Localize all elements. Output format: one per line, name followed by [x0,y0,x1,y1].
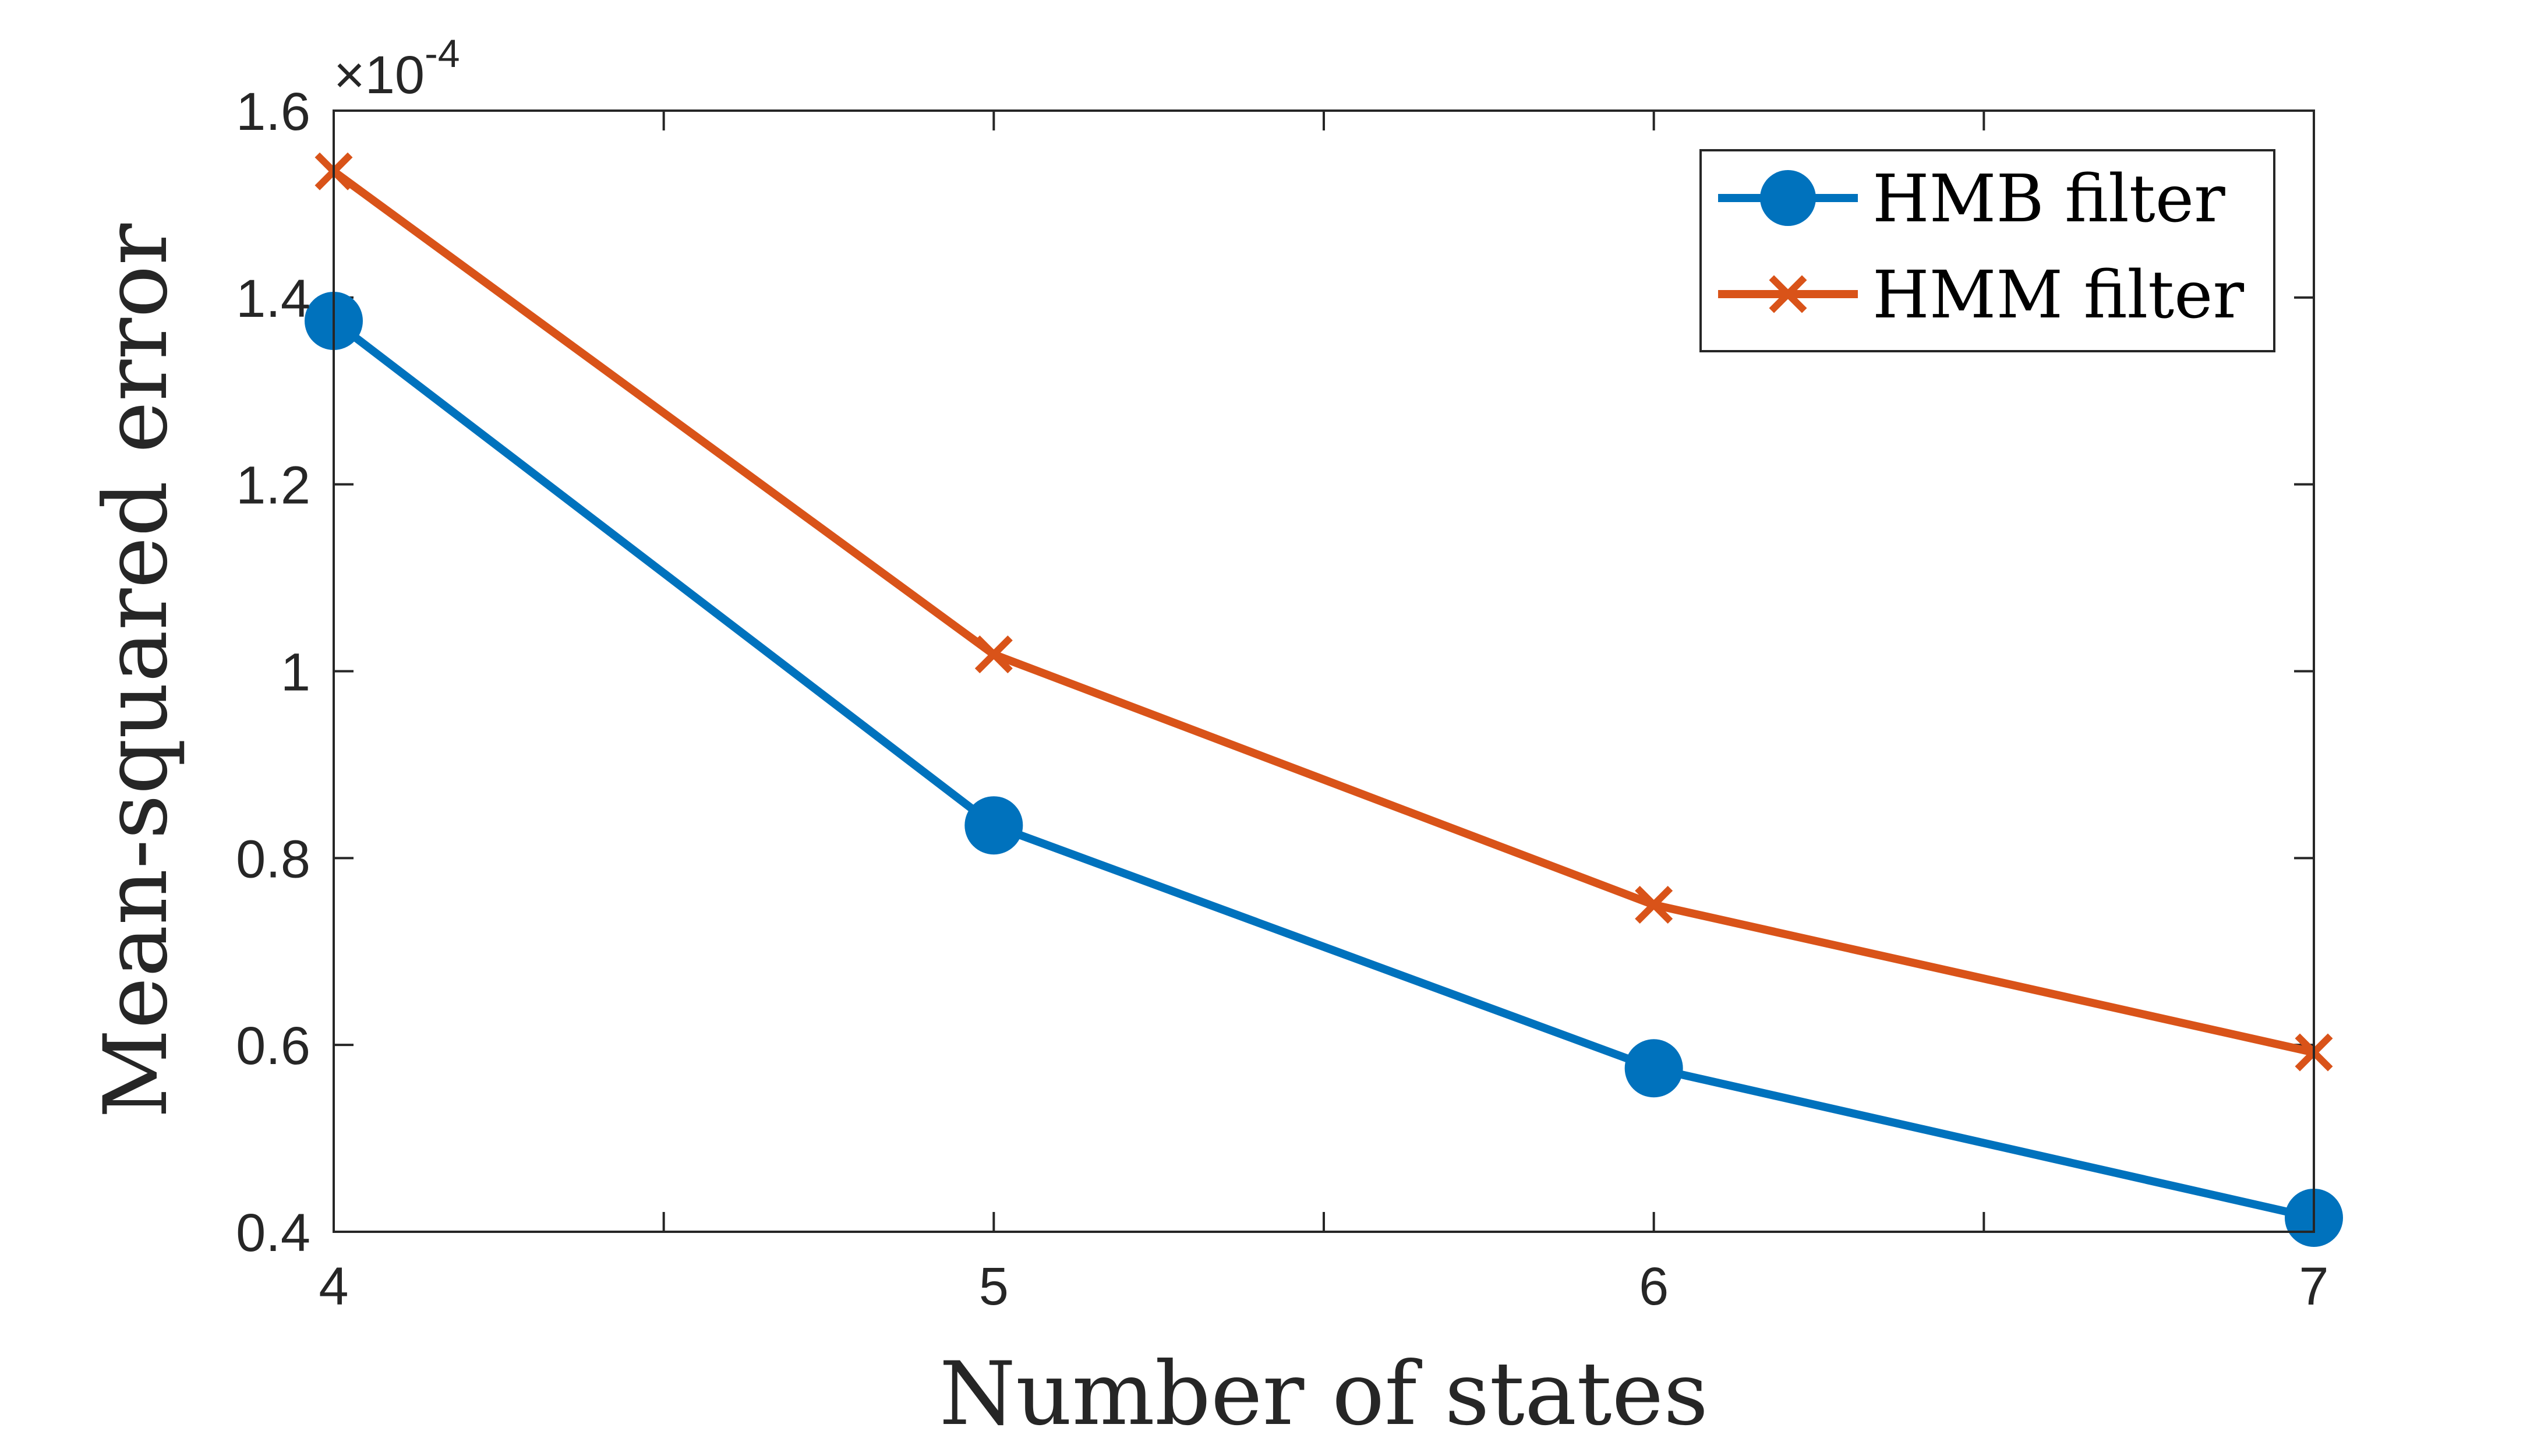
y-tick-label: 1.2 [236,456,310,515]
series-line-hmb [331,317,2315,1222]
series-line-hmm [331,168,2315,1056]
y-axis-title: Mean-squared error [86,223,187,1118]
x-axis-title: Number of states [939,1344,1708,1445]
data-point-hmb [1624,1039,1683,1098]
legend-marker-hmm [1769,275,1807,313]
y-tick-label: 0.6 [236,1016,310,1076]
y-tick-label: 1.6 [236,82,310,142]
y-tick-label: 0.4 [236,1203,310,1263]
x-tick-label: 5 [979,1257,1009,1316]
y-exponent-base: ×10 [334,45,425,105]
x-tick-label: 6 [1639,1257,1669,1316]
legend: HMB filter HMM filter [1699,149,2275,352]
plot-frame [333,109,2315,1233]
y-exponent-power: -4 [425,31,460,76]
legend-label-hmm: HMM filter [1872,257,2244,333]
legend-label-hmb: HMB filter [1872,161,2225,237]
x-tick-label: 4 [319,1257,348,1316]
series-lines [331,168,2315,1222]
x-tick-label: 7 [2299,1257,2328,1316]
data-point-hmm [974,635,1013,674]
data-point-hmm [1635,886,1673,924]
y-exponent-label: ×10-4 [334,31,460,105]
y-tick-label: 1 [281,643,310,702]
y-tick-label: 1.4 [236,269,310,328]
tick-labels: 4 5 6 7 0.4 0.6 0.8 1 1.2 1.4 1.6 [236,82,2328,1316]
legend-marker-hmb [1760,170,1816,226]
y-tick-label: 0.8 [236,829,310,889]
data-point-hmb [964,796,1023,855]
